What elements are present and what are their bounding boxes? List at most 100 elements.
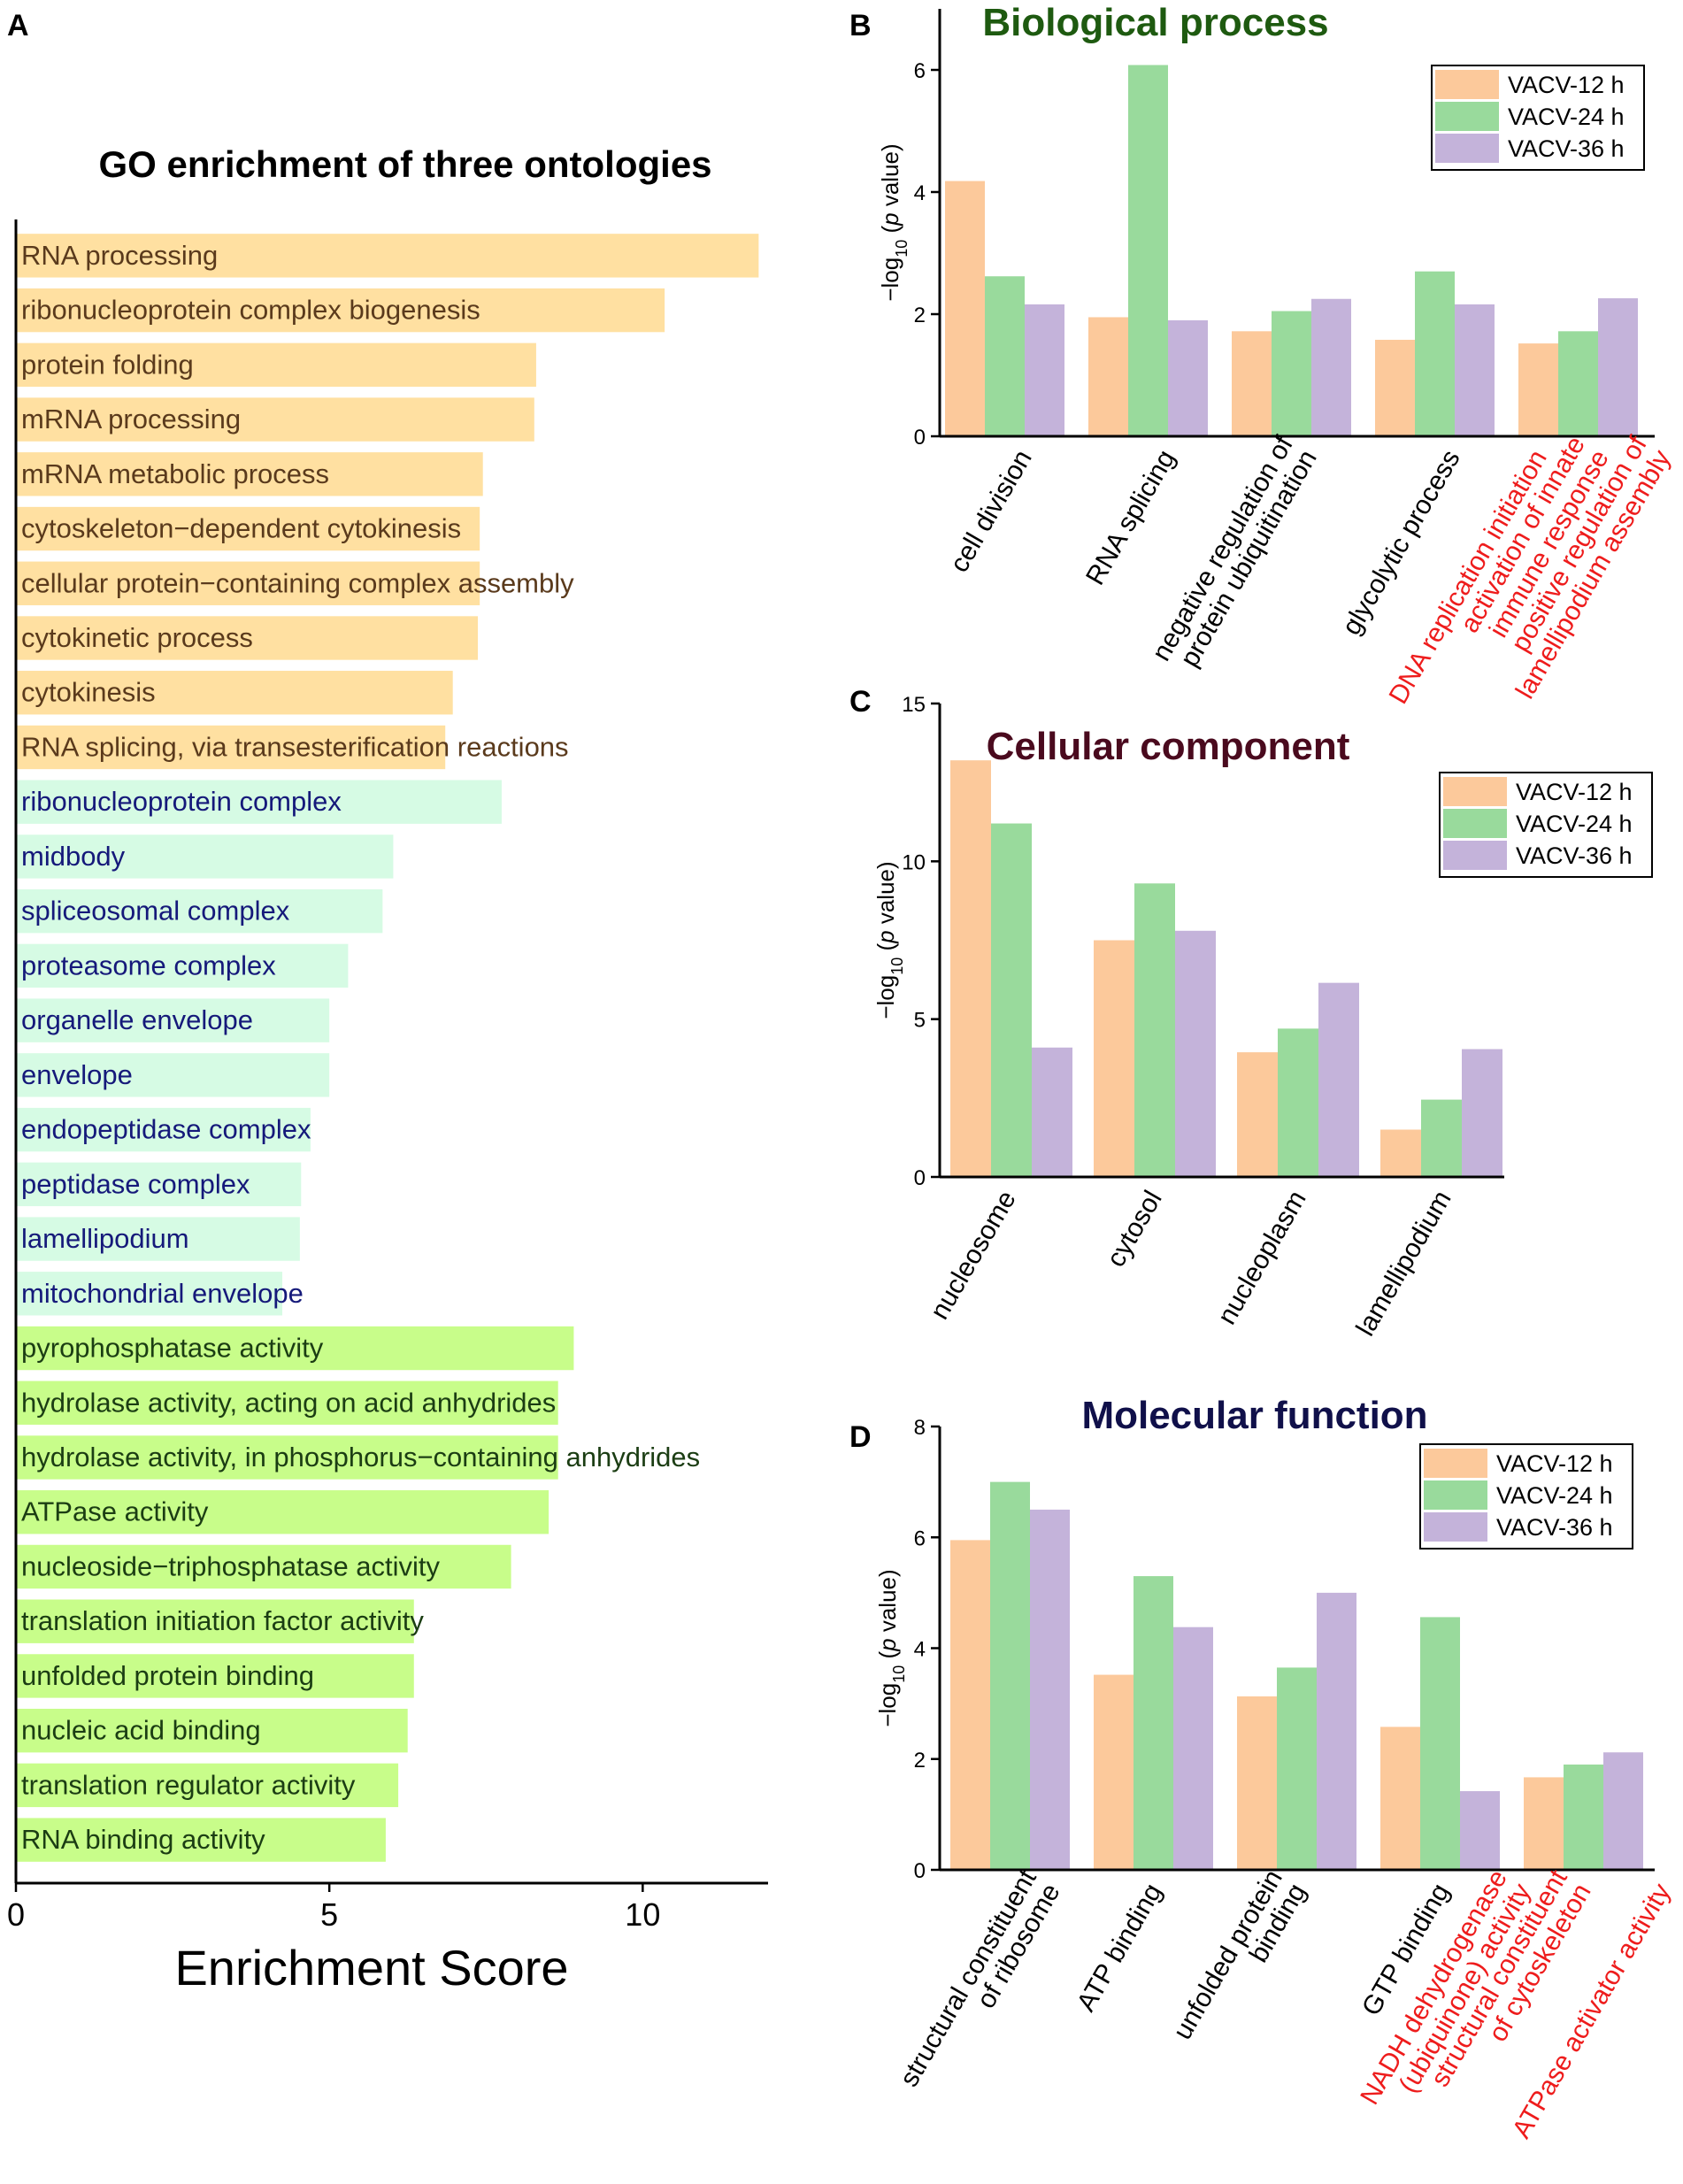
panel-label-a: A (7, 9, 29, 42)
bar-label-mrna-processing: mRNA processing (21, 404, 241, 434)
bar-endopeptidase-complex (16, 1107, 311, 1152)
bar-rna-processing (16, 234, 759, 278)
panel-b-bar-vacv-12-h-0 (945, 181, 985, 436)
panel-d-title: Molecular function (1081, 1394, 1427, 1437)
bar-label-hydrolase-activity-acting-on-acid-anhydrides: hydrolase activity, acting on acid anhyd… (21, 1387, 556, 1418)
bar-ribonucleoprotein-complex (16, 780, 502, 824)
panel-c-y-tick-label: 10 (902, 850, 926, 874)
panel-c-bar-vacv-36-h-2 (1318, 982, 1359, 1177)
bar-hydrolase-activity-acting-on-acid-anhydrides (16, 1380, 558, 1425)
panel-b-legend-label-vacv-36-h: VACV-36 h (1508, 135, 1625, 162)
bar-unfolded-protein-binding (16, 1654, 414, 1698)
bar-label-proteasome-complex: proteasome complex (21, 950, 276, 980)
bar-label-atpase-activity: ATPase activity (21, 1496, 209, 1527)
panel-c-y-tick-label: 0 (914, 1166, 926, 1190)
panel-d-bar-vacv-12-h-2 (1237, 1696, 1277, 1870)
panel-d-bar-vacv-24-h-3 (1420, 1617, 1460, 1870)
panel-c-legend: VACV-12 h VACV-24 h VACV-36 h (1439, 772, 1653, 878)
bar-rna-splicing-via-transesterification-reactions (16, 725, 446, 770)
panel-d-legend-swatch-vacv-12-h (1424, 1449, 1487, 1478)
panel-b-y-tick-label: 4 (914, 181, 926, 205)
bar-label-cytokinetic-process: cytokinetic process (21, 622, 253, 653)
bar-cellular-protein-containing-complex-assembly (16, 561, 480, 605)
bar-midbody (16, 834, 394, 879)
panel-b-legend-swatch-vacv-24-h (1435, 102, 1499, 131)
panel-c-bar-vacv-12-h-3 (1380, 1129, 1421, 1177)
panel-c-category-label-cytosol: cytosol (1101, 1186, 1167, 1272)
bar-label-protein-folding: protein folding (21, 349, 194, 380)
panel-c-legend-swatch-vacv-12-h (1443, 777, 1507, 806)
bar-protein-folding (16, 342, 536, 388)
panel-b-bar-vacv-36-h-0 (1025, 304, 1064, 436)
panel-label-b: B (849, 9, 872, 42)
panel-a-go-enrichment: GO enrichment of three ontologies RNA pro… (7, 143, 768, 1996)
panel-d-category-label-atp-binding: ATP binding (1072, 1879, 1168, 2017)
bar-translation-initiation-factor-activity (16, 1599, 414, 1643)
bar-label-translation-regulator-activity: translation regulator activity (21, 1769, 356, 1800)
panel-d-bar-vacv-24-h-0 (990, 1481, 1030, 1870)
panel-d-bar-vacv-36-h-4 (1603, 1752, 1643, 1870)
panel-c-bar-vacv-24-h-3 (1421, 1099, 1462, 1177)
panel-d-bar-vacv-24-h-2 (1277, 1667, 1317, 1870)
panel-a-title: GO enrichment of three ontologies (98, 143, 711, 185)
panel-b-legend-swatch-vacv-12-h (1435, 70, 1499, 99)
bar-label-mitochondrial-envelope: mitochondrial envelope (21, 1278, 304, 1309)
panel-b-y-tick-label: 0 (914, 426, 926, 450)
panel-d-y-tick-label: 2 (914, 1749, 926, 1773)
panel-c-cellular-component: Cellular component 0 5 10 15 −log10 (p value)… (872, 693, 1653, 1341)
panel-c-legend-label-vacv-36-h: VACV-36 h (1516, 842, 1633, 869)
bar-label-nucleic-acid-binding: nucleic acid binding (21, 1715, 261, 1746)
bar-rna-binding-activity (16, 1818, 386, 1862)
panel-c-y-axis-label: −log10 (p value) (872, 861, 906, 1019)
panel-c-category-label-nucleoplasm: nucleoplasm (1212, 1186, 1312, 1329)
panel-b-y-axis-label: −log10 (p value) (877, 143, 911, 301)
bar-translation-regulator-activity (16, 1763, 399, 1808)
panel-c-legend-swatch-vacv-24-h (1443, 809, 1507, 838)
panel-b-category-label-rna-splicing: RNA splicing (1080, 445, 1181, 590)
panel-b-bar-vacv-12-h-2 (1232, 331, 1272, 436)
panel-c-title: Cellular component (987, 725, 1350, 768)
panel-b-bar-vacv-36-h-2 (1311, 298, 1351, 436)
bar-label-organelle-envelope: organelle envelope (21, 1004, 253, 1035)
panel-b-legend-label-vacv-24-h: VACV-24 h (1508, 104, 1625, 130)
panel-d-legend-label-vacv-24-h: VACV-24 h (1496, 1482, 1613, 1509)
panel-d-y-tick-label: 6 (914, 1526, 926, 1550)
panel-b-bar-vacv-24-h-1 (1128, 65, 1168, 436)
bar-label-nucleoside-triphosphatase-activity: nucleoside−triphosphatase activity (21, 1550, 441, 1581)
panel-b-bar-vacv-36-h-4 (1598, 298, 1638, 436)
bar-mrna-metabolic-process (16, 452, 483, 496)
panel-b-bar-vacv-12-h-4 (1518, 343, 1558, 436)
bar-cytokinesis (16, 671, 453, 715)
bar-cytokinetic-process (16, 616, 479, 660)
panel-b-bar-vacv-36-h-1 (1168, 319, 1208, 436)
bar-label-peptidase-complex: peptidase complex (21, 1168, 250, 1199)
panel-c-bar-vacv-24-h-0 (991, 823, 1032, 1177)
panel-a-x-tick-label: 10 (625, 1896, 660, 1933)
panel-c-bar-vacv-36-h-0 (1032, 1047, 1072, 1177)
bar-label-cellular-protein-containing-complex-assembly: cellular protein−containing complex asse… (21, 567, 574, 598)
bar-label-envelope: envelope (21, 1059, 133, 1090)
panel-b-legend: VACV-12 h VACV-24 h VACV-36 h (1431, 65, 1645, 171)
panel-b-bar-vacv-24-h-0 (985, 276, 1025, 436)
panel-c-bar-vacv-36-h-1 (1175, 930, 1216, 1177)
panel-c-bar-vacv-24-h-2 (1278, 1028, 1318, 1177)
panel-d-legend: VACV-12 h VACV-24 h VACV-36 h (1419, 1443, 1633, 1550)
panel-b-legend-label-vacv-12-h: VACV-12 h (1508, 72, 1625, 98)
bar-nucleic-acid-binding (16, 1708, 408, 1753)
panel-c-category-label-nucleosome: nucleosome (925, 1186, 1021, 1325)
bar-label-rna-processing: RNA processing (21, 240, 218, 271)
panel-d-bar-vacv-12-h-4 (1524, 1777, 1564, 1870)
panel-label-c: C (849, 685, 872, 719)
panel-c-bar-vacv-12-h-1 (1094, 940, 1134, 1177)
panel-a-x-tick-label: 5 (320, 1896, 338, 1933)
panel-d-bar-vacv-36-h-3 (1460, 1791, 1500, 1870)
bar-label-midbody: midbody (21, 841, 126, 872)
panel-b-category-label-cell-division: cell division (944, 445, 1037, 577)
panel-c-legend-label-vacv-24-h: VACV-24 h (1516, 811, 1633, 837)
panel-c-bar-vacv-36-h-3 (1462, 1049, 1502, 1177)
panel-c-legend-swatch-vacv-36-h (1443, 841, 1507, 870)
panel-c-y-tick-label: 5 (914, 1009, 926, 1033)
panel-d-y-tick-label: 0 (914, 1859, 926, 1883)
panel-a-x-axis-label: Enrichment Score (174, 1940, 568, 1996)
